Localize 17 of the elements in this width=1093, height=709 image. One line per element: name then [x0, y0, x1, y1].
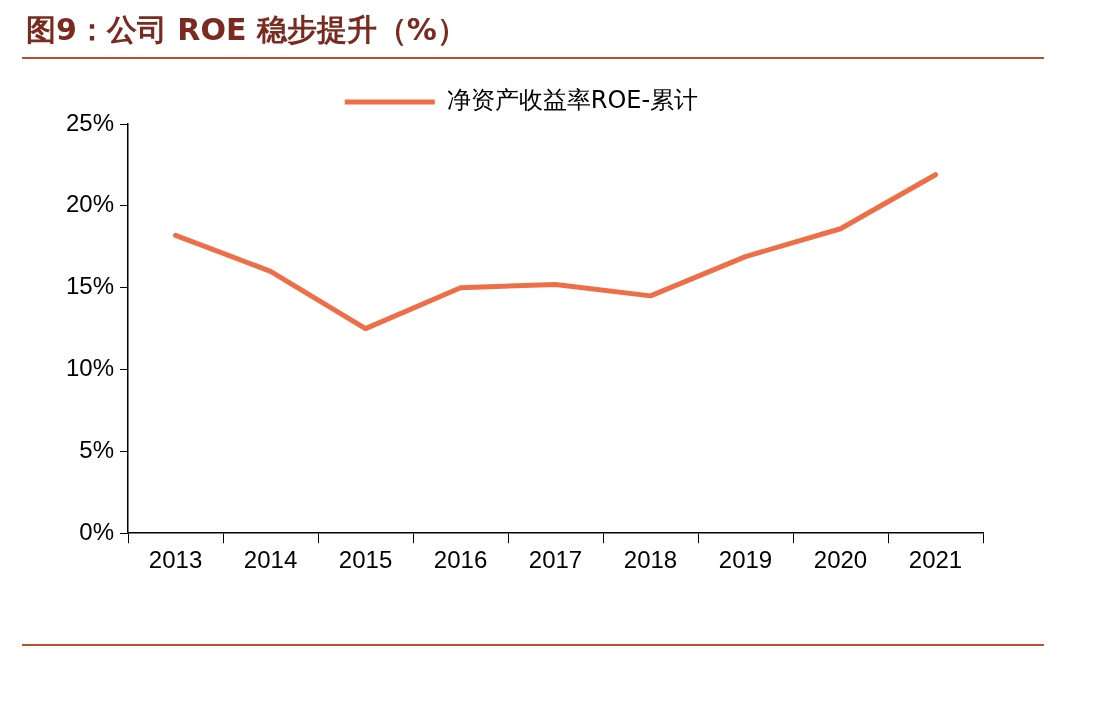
- legend-label: 净资产收益率ROE-累计: [446, 86, 699, 115]
- x-tick-label: 2020: [813, 546, 868, 574]
- chart-title: 图9：公司 ROE 稳步提升（%）: [26, 11, 467, 49]
- y-tick-label: 0%: [79, 517, 115, 545]
- y-tick-label: 20%: [65, 190, 115, 218]
- y-tick-label: 25%: [65, 108, 115, 136]
- x-tick-label: 2016: [433, 546, 488, 574]
- y-tick-label: 10%: [65, 354, 115, 382]
- x-tick-label: 2021: [908, 546, 963, 574]
- x-tick-label: 2015: [338, 546, 393, 574]
- y-tick-label: 5%: [79, 435, 115, 463]
- y-tick-label: 15%: [65, 272, 115, 300]
- x-tick-label: 2017: [528, 546, 583, 574]
- x-tick-label: 2013: [148, 546, 203, 574]
- x-tick-label: 2019: [718, 546, 773, 574]
- x-tick-label: 2018: [623, 546, 678, 574]
- x-tick-label: 2014: [243, 546, 298, 574]
